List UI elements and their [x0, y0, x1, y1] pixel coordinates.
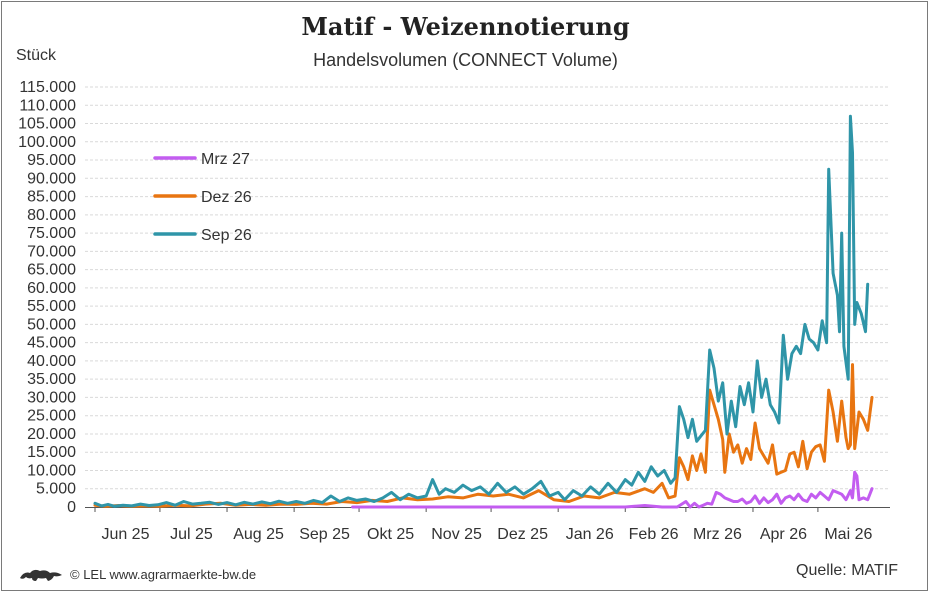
x-tick-label: Feb 26	[629, 526, 679, 543]
legend-label: Sep 26	[201, 227, 252, 244]
x-tick-label: Mai 26	[824, 526, 872, 543]
source-text: Quelle: MATIF	[796, 562, 898, 579]
y-tick-label: 55.000	[27, 298, 76, 315]
legend-label: Dez 26	[201, 189, 252, 206]
y-tick-label: 15.000	[27, 444, 76, 461]
x-tick-label: Nov 25	[431, 526, 482, 543]
y-tick-label: 50.000	[27, 316, 76, 333]
x-tick-label: Jul 25	[170, 526, 213, 543]
y-tick-label: 95.000	[27, 152, 76, 169]
chart-subtitle: Handelsvolumen (CONNECT Volume)	[313, 50, 618, 70]
y-tick-label: 25.000	[27, 408, 76, 425]
x-tick-label: Okt 25	[367, 526, 414, 543]
y-tick-label: 70.000	[27, 243, 76, 260]
y-tick-label: 90.000	[27, 170, 76, 187]
y-tick-label: 110.000	[19, 97, 76, 114]
y-tick-label: 80.000	[27, 207, 76, 224]
y-tick-label: 30.000	[27, 389, 76, 406]
y-tick-label: 75.000	[27, 225, 76, 242]
series-line	[351, 470, 874, 509]
x-tick-label: Sep 25	[299, 526, 350, 543]
y-tick-label: 0	[67, 499, 76, 516]
y-tick-label: 105.000	[18, 116, 76, 133]
y-tick-label: 20.000	[27, 426, 76, 443]
x-tick-label: Dez 25	[497, 526, 548, 543]
y-tick-label: 35.000	[27, 371, 76, 388]
x-tick-label: Mrz 26	[693, 526, 742, 543]
copyright-text: © LEL www.agrarmaerkte-bw.de	[70, 566, 257, 582]
series-sep-26	[93, 114, 870, 508]
x-tick-label: Aug 25	[233, 526, 284, 543]
lion-crest-icon	[20, 569, 62, 581]
gridlines	[85, 86, 890, 490]
y-tick-label: 5.000	[36, 481, 76, 498]
chart-title: Matif - Weizennotierung	[301, 12, 630, 41]
y-tick-label: 45.000	[27, 335, 76, 352]
y-tick-label: 10.000	[27, 462, 76, 479]
series-mrz-27	[351, 470, 874, 509]
footer-credit: © LEL www.agrarmaerkte-bw.de	[18, 565, 256, 583]
y-tick-label: 100.000	[18, 134, 76, 151]
y-tick-label: 115.000	[19, 79, 76, 96]
x-tick-label: Jun 25	[101, 526, 149, 543]
legend: Mrz 27 Dez 26 Sep 26	[153, 151, 252, 244]
x-tick-label: Apr 26	[760, 526, 807, 543]
x-axis-ticks: Jun 25 Jul 25 Aug 25 Sep 25 Okt 25 Nov 25 Dez …	[94, 507, 872, 543]
y-tick-label: 40.000	[27, 353, 76, 370]
legend-label: Mrz 27	[201, 151, 250, 168]
y-tick-label: 65.000	[27, 262, 76, 279]
y-tick-label: 60.000	[27, 280, 76, 297]
x-tick-label: Jan 26	[566, 526, 614, 543]
y-axis-unit-label: Stück	[16, 47, 57, 64]
y-tick-label: 85.000	[27, 189, 76, 206]
